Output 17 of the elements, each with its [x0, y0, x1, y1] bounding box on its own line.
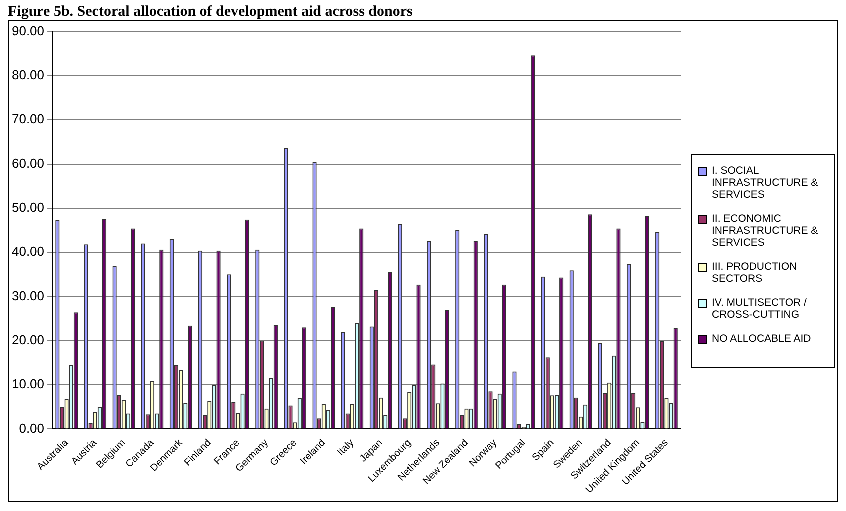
y-tick-label: 60.00 [12, 156, 45, 171]
legend-label: I. SOCIAL INFRASTRUCTURE & SERVICES [712, 165, 820, 201]
x-tick-label: Italy [336, 438, 357, 458]
y-tick-label: 90.00 [12, 23, 45, 38]
legend-label: NO ALLOCABLE AID [712, 333, 812, 345]
y-tick-label: 10.00 [12, 376, 45, 392]
legend-label: IV. MULTISECTOR / CROSS-CUTTING [712, 297, 808, 321]
legend-label: II. ECONOMIC INFRASTRUCTURE & SERVICES [712, 213, 820, 249]
chart-title: Figure 5b. Sectoral allocation of development aid across donors [8, 4, 414, 20]
legend-label: III. PRODUCTION SECTORS [712, 261, 798, 285]
y-tick-label: 0.00 [19, 420, 45, 436]
y-tick-label: 40.00 [12, 244, 45, 260]
y-tick-label: 80.00 [12, 68, 45, 83]
y-tick-label: 50.00 [12, 200, 45, 215]
y-tick-label: 70.00 [12, 112, 45, 127]
y-tick-label: 20.00 [12, 332, 45, 348]
y-tick-label: 30.00 [12, 288, 45, 304]
